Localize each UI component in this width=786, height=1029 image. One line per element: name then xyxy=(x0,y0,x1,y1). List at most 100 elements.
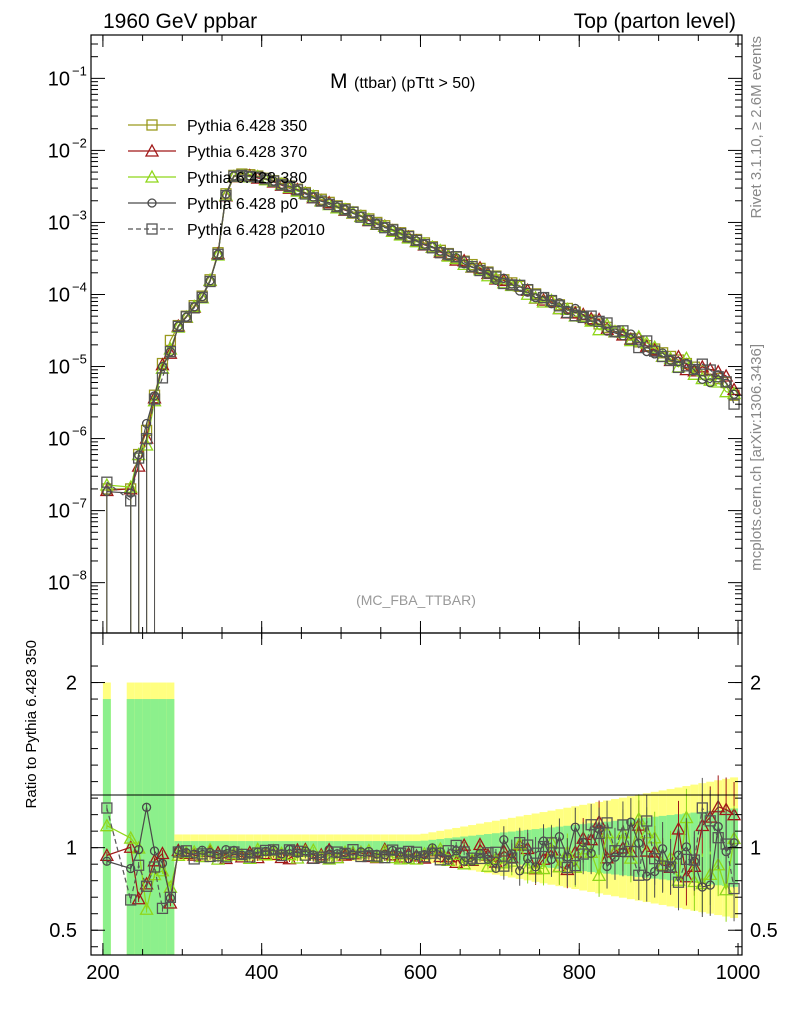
plot-title-main: M xyxy=(330,70,348,93)
y-tick-exponent: −4 xyxy=(72,279,87,294)
ratio-point xyxy=(236,848,248,861)
ratio-point xyxy=(490,846,502,858)
data-point xyxy=(697,374,707,385)
legend-label: Pythia 6.428 380 xyxy=(187,170,307,187)
ratio-point xyxy=(99,818,114,832)
ratio-point xyxy=(331,846,343,858)
ratio-point xyxy=(705,880,715,890)
legend-label: Pythia 6.428 p2010 xyxy=(187,222,325,239)
x-tick-label: 600 xyxy=(404,962,437,984)
data-point xyxy=(275,179,288,191)
data-point xyxy=(617,325,629,337)
side-label-mcplots: mcplots.cern.ch [arXiv:1306.3436] xyxy=(748,344,765,571)
data-point xyxy=(379,222,391,234)
data-point xyxy=(173,321,183,331)
ratio-point xyxy=(680,853,693,866)
data-point xyxy=(466,260,478,273)
ratio-point xyxy=(324,844,334,855)
ratio-point xyxy=(102,856,112,866)
data-point xyxy=(418,239,431,251)
ratio-point xyxy=(148,861,161,873)
data-point xyxy=(641,335,653,347)
ratio-point xyxy=(664,861,677,873)
x-tick-label: 1000 xyxy=(716,962,761,984)
data-point xyxy=(165,347,176,357)
data-point xyxy=(171,319,186,333)
data-point xyxy=(529,289,542,301)
ratio-point xyxy=(315,851,327,863)
data-point xyxy=(212,248,224,260)
ratio-point xyxy=(156,902,169,915)
data-point xyxy=(196,291,208,303)
ratio-point xyxy=(641,815,653,827)
data-point xyxy=(577,311,589,324)
legend-marker xyxy=(144,143,160,157)
data-point xyxy=(704,364,716,376)
ratio-point xyxy=(729,838,739,848)
ratio-point xyxy=(521,839,534,851)
data-point xyxy=(633,341,645,354)
y-tick-exponent: −5 xyxy=(72,352,87,367)
ratio-point xyxy=(458,846,470,858)
ratio-point xyxy=(126,863,136,874)
ratio-point xyxy=(577,848,589,860)
ratio-point xyxy=(149,846,160,856)
ratio-y-tick-label: 1 xyxy=(66,838,77,860)
data-point xyxy=(498,277,510,290)
data-point xyxy=(252,171,264,183)
data-point xyxy=(292,185,303,195)
ratio-y-axis-label: Ratio to Pythia 6.428 350 xyxy=(23,640,40,808)
legend-label: Pythia 6.428 370 xyxy=(187,144,307,161)
data-point xyxy=(363,214,375,227)
ratio-point xyxy=(379,851,391,864)
ratio-point xyxy=(514,836,526,849)
band-green xyxy=(468,835,477,860)
y-tick-label: 10 xyxy=(48,501,70,523)
ratio-point xyxy=(570,822,580,832)
data-point xyxy=(180,311,192,323)
data-point xyxy=(323,198,335,211)
data-point xyxy=(726,382,742,396)
ratio-point xyxy=(434,854,446,866)
axes-ticks: 200 400 600 800 100010−110−210−310−410−510−6… xyxy=(48,34,778,984)
series-layer xyxy=(99,168,742,633)
data-point xyxy=(593,315,605,327)
data-point xyxy=(204,275,216,288)
ratio-point xyxy=(252,847,264,859)
data-point xyxy=(705,378,715,388)
data-point xyxy=(101,476,113,488)
data-point xyxy=(340,205,350,215)
ratio-point xyxy=(133,845,144,855)
y-tick-label: 10 xyxy=(48,573,70,595)
data-point xyxy=(387,224,399,236)
ratio-point xyxy=(180,845,192,857)
data-point xyxy=(402,230,415,243)
ratio-point xyxy=(585,819,597,831)
ratio-point xyxy=(418,851,431,863)
ratio-point xyxy=(101,802,113,814)
ratio-point xyxy=(402,845,415,858)
data-point xyxy=(537,291,550,304)
legend-entry-p0: Pythia 6.428 p0 xyxy=(128,196,298,213)
ratio-point xyxy=(132,859,145,871)
data-point xyxy=(680,360,693,372)
y-tick-exponent: −3 xyxy=(72,207,87,222)
legend-marker xyxy=(146,119,158,131)
data-point xyxy=(164,334,177,347)
ratio-series-layer xyxy=(99,775,742,922)
header-left: 1960 GeV ppbar xyxy=(103,10,257,33)
x-tick-label: 200 xyxy=(86,962,119,984)
ratio-point xyxy=(704,815,716,827)
data-point xyxy=(656,350,669,363)
ratio-point xyxy=(728,882,740,895)
ratio-point xyxy=(291,845,304,857)
data-point xyxy=(291,184,304,196)
ratio-point xyxy=(672,876,685,888)
ratio-point xyxy=(172,846,184,858)
ratio-point xyxy=(435,847,445,857)
plot-title-sub: (ttbar) (pTtt > 50) xyxy=(354,75,475,92)
ratio-point xyxy=(228,846,240,858)
data-point xyxy=(506,279,518,291)
ratio-point xyxy=(553,847,566,859)
